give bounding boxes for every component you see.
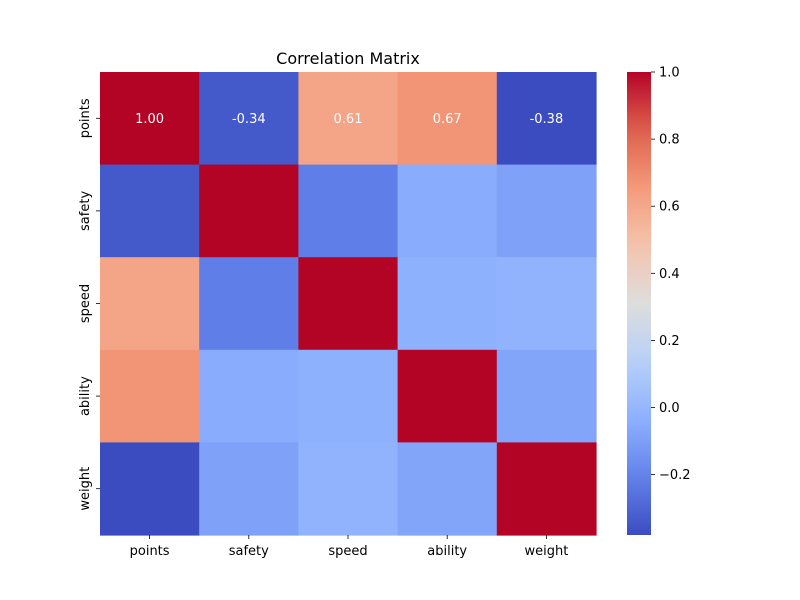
x-axis: points safety speed ability weight [130, 535, 568, 559]
y-tick-label: safety [78, 191, 93, 231]
x-tick-label: speed [328, 544, 367, 559]
heatmap-cell-ability-ability [397, 349, 498, 443]
x-tick-label: ability [427, 544, 467, 559]
y-tick-label: weight [78, 467, 93, 511]
heatmap-cell-safety-ability [397, 164, 498, 258]
chart-title: Correlation Matrix [276, 49, 420, 68]
cell-annotation: 0.61 [334, 112, 363, 127]
heatmap-cell-ability-points [100, 349, 200, 443]
heatmap-cell-weight-ability [397, 442, 498, 536]
heatmap-cell-ability-weight [496, 349, 597, 443]
cell-annotation: 1.00 [135, 112, 164, 127]
heatmap-cell-weight-speed [298, 442, 399, 536]
heatmap-cell-ability-safety [199, 349, 299, 443]
cell-annotation: 0.67 [433, 112, 462, 127]
heatmap-cell-safety-weight [496, 164, 597, 258]
heatmap-cell-speed-weight [496, 257, 597, 351]
heatmap-cell-weight-points [100, 442, 200, 536]
y-tick-label: points [78, 98, 93, 138]
heatmap-cell-weight-weight [496, 442, 597, 536]
y-axis: points safety speed ability weight [78, 98, 100, 511]
x-tick-label: safety [229, 544, 269, 559]
heatmap-cell-weight-safety [199, 442, 299, 536]
cell-annotation: -0.38 [530, 112, 564, 127]
colorbar-tick-label: 0.0 [659, 401, 680, 416]
x-tick-label: weight [524, 544, 568, 559]
heatmap-cell-speed-safety [199, 257, 299, 351]
heatmap-cell-safety-points [100, 164, 200, 258]
heatmap-cell-speed-ability [397, 257, 498, 351]
colorbar-tick-label: 0.6 [659, 200, 680, 215]
cell-annotation: -0.34 [232, 112, 266, 127]
y-tick-label: ability [78, 376, 93, 416]
heatmap-cell-safety-speed [298, 164, 399, 258]
heatmap-cell-points-ability [397, 72, 498, 166]
heatmap-cell-safety-safety [199, 164, 299, 258]
heatmap-cell-speed-points [100, 257, 200, 351]
heatmap-cell-points-points [100, 72, 200, 166]
heatmap-grid: 1.00 -0.34 0.61 0.67 -0.38 [100, 72, 597, 536]
heatmap-cell-points-speed [298, 72, 399, 166]
x-tick-label: points [130, 544, 170, 559]
colorbar-gradient [627, 72, 651, 535]
colorbar-tick-label: 0.4 [659, 267, 680, 282]
heatmap-cell-points-weight [496, 72, 597, 166]
heatmap-cell-ability-speed [298, 349, 399, 443]
heatmap-cell-points-safety [199, 72, 299, 166]
colorbar-tick-label: −0.2 [659, 468, 691, 483]
heatmap-cell-speed-speed [298, 257, 399, 351]
colorbar-tick-label: 0.2 [659, 334, 680, 349]
colorbar-tick-label: 1.0 [659, 66, 680, 81]
y-tick-label: speed [78, 284, 93, 323]
colorbar-tick-label: 0.8 [659, 133, 680, 148]
colorbar: −0.2 0.0 0.2 0.4 0.6 0.8 1.0 [627, 66, 691, 535]
